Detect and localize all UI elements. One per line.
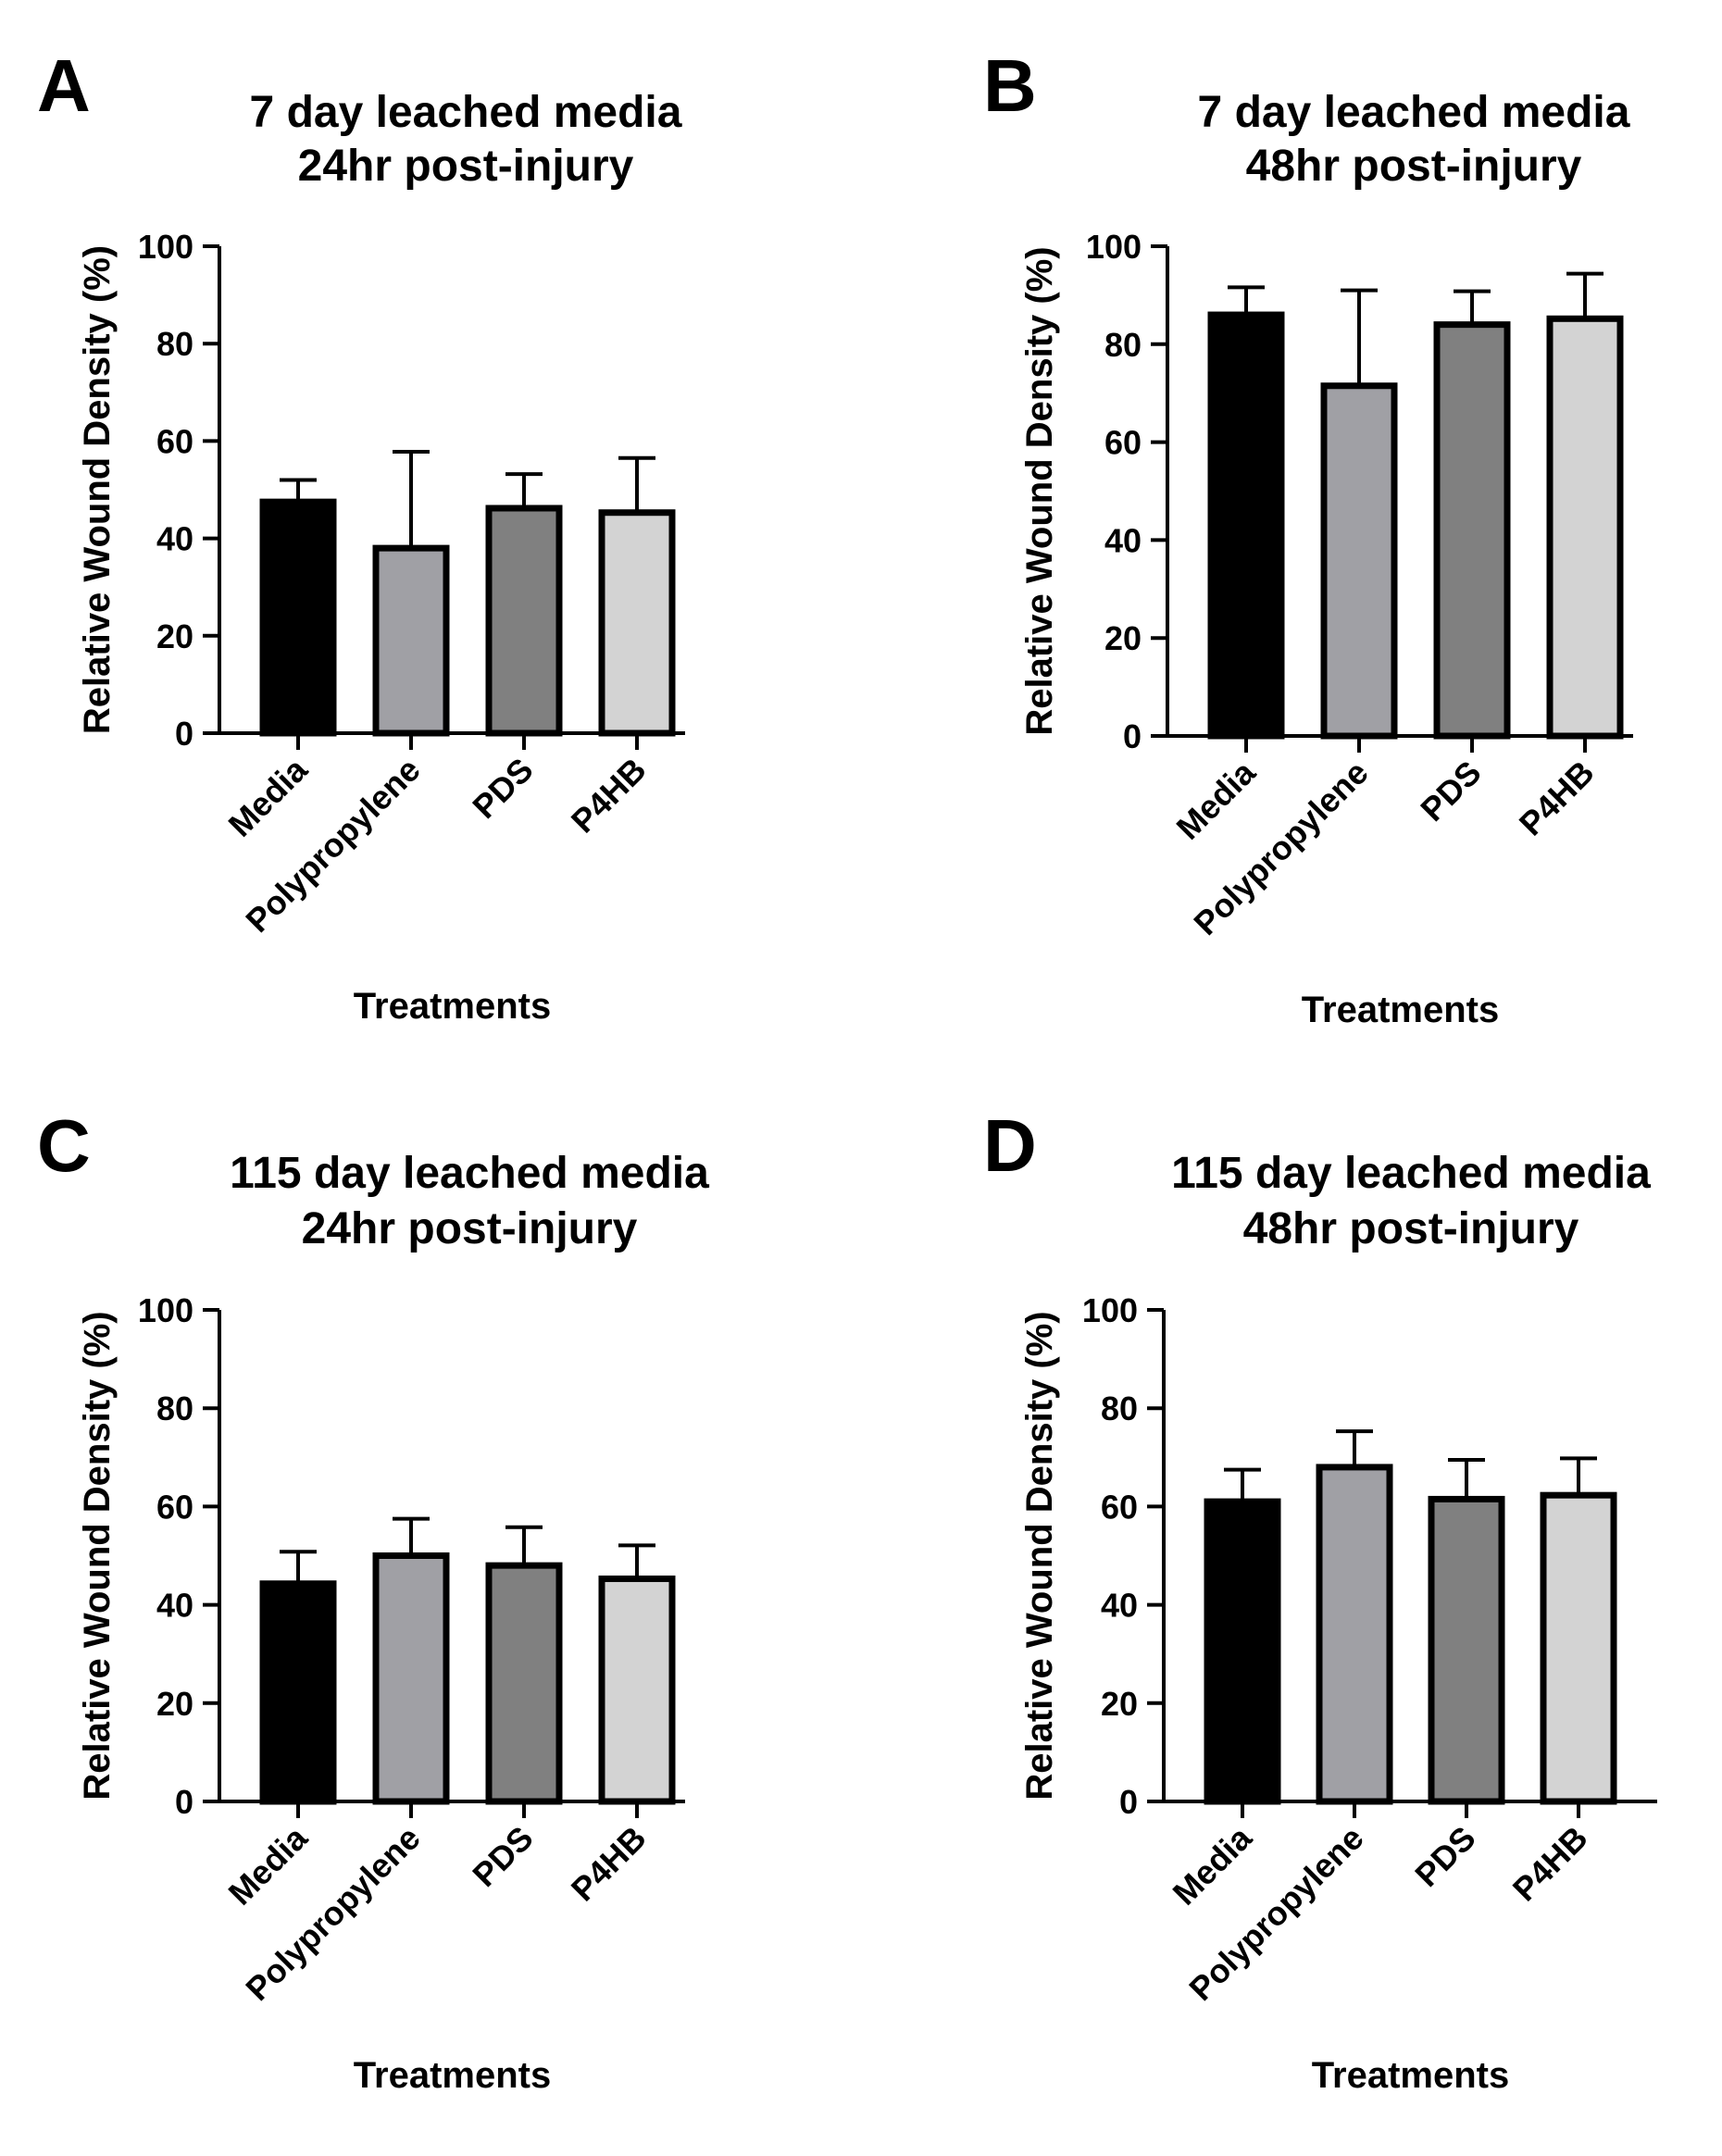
x-tick-label-media: Media [221, 750, 316, 844]
y-axis-label: Relative Wound Density (%) [77, 245, 118, 734]
bar-media [259, 1580, 337, 1805]
bar-polypropylene [1320, 382, 1398, 740]
bar-pds [485, 505, 563, 737]
y-tick-label: 0 [1123, 717, 1142, 755]
bar-p4hb [598, 509, 676, 737]
bar-p4hb [598, 1575, 676, 1805]
bar-media [1204, 1498, 1281, 1805]
y-axis-label: Relative Wound Density (%) [1019, 1311, 1060, 1800]
y-tick-label: 60 [156, 1488, 193, 1526]
y-tick-label: 20 [1101, 1685, 1138, 1723]
x-tick-label-pds: PDS [1413, 754, 1488, 829]
panel-letter: C [37, 1104, 91, 1187]
bar-polypropylene [1316, 1464, 1393, 1805]
panel-letter: D [983, 1104, 1037, 1187]
x-tick-label-pds: PDS [465, 751, 540, 826]
y-tick-label: 80 [1104, 326, 1142, 364]
x-tick-label-p4hb: P4HB [1505, 1819, 1595, 1909]
y-axis-label: Relative Wound Density (%) [1019, 246, 1060, 735]
x-axis-label: Treatments [354, 986, 551, 1027]
y-tick-label: 0 [1119, 1783, 1138, 1821]
x-tick-label-p4hb: P4HB [564, 751, 654, 841]
x-tick-label-media: Media [221, 1818, 316, 1913]
y-tick-label: 100 [138, 228, 193, 266]
y-tick-label: 100 [138, 1291, 193, 1329]
y-tick-label: 20 [1104, 619, 1142, 657]
x-tick-label-media: Media [1166, 1818, 1260, 1913]
chart-panel-d: D 115 day leached media 48hr post-injury 0 2… [983, 1104, 1657, 2096]
x-axis-label: Treatments [354, 2055, 551, 2096]
bar-pds [485, 1562, 563, 1805]
chart-title-line-1: 7 day leached media [1198, 88, 1630, 137]
bar-polypropylene [372, 544, 450, 737]
bar-media [259, 498, 337, 737]
x-axis-label: Treatments [1302, 990, 1499, 1030]
chart-title-line-2: 24hr post-injury [302, 1204, 638, 1253]
chart-panel-c: C 115 day leached media 24hr post-injury 0 2… [37, 1104, 709, 2096]
chart-title-line-2: 48hr post-injury [1243, 1204, 1579, 1253]
x-tick-label-p4hb: P4HB [564, 1819, 654, 1909]
y-tick-label: 20 [156, 617, 193, 655]
y-tick-label: 60 [156, 422, 193, 460]
bar-media [1207, 311, 1285, 740]
x-tick-label-media: Media [1169, 753, 1264, 847]
bar-p4hb [1540, 1491, 1617, 1805]
y-tick-label: 60 [1101, 1488, 1138, 1526]
y-tick-label: 80 [156, 1390, 193, 1427]
chart-title-line-1: 115 day leached media [230, 1149, 709, 1198]
y-tick-label: 80 [1101, 1390, 1138, 1427]
chart-title-line-2: 24hr post-injury [298, 142, 634, 191]
chart-panel-b: B 7 day leached media 48hr post-injury 0 20 4… [983, 44, 1633, 1030]
chart-title-line-1: 7 day leached media [250, 88, 682, 137]
bar-pds [1433, 321, 1511, 740]
y-tick-label: 40 [1104, 521, 1142, 559]
panel-letter: A [37, 44, 91, 127]
chart-title-line-2: 48hr post-injury [1246, 142, 1582, 191]
bar-p4hb [1546, 315, 1624, 740]
y-tick-label: 80 [156, 325, 193, 363]
y-tick-label: 40 [1101, 1587, 1138, 1625]
y-tick-label: 40 [156, 520, 193, 558]
x-axis-label: Treatments [1312, 2055, 1509, 2096]
y-tick-label: 100 [1086, 228, 1142, 266]
y-tick-label: 100 [1082, 1291, 1138, 1329]
y-tick-label: 20 [156, 1685, 193, 1723]
y-tick-label: 0 [175, 1783, 193, 1821]
bar-pds [1428, 1495, 1505, 1805]
x-tick-label-p4hb: P4HB [1512, 754, 1602, 843]
chart-title-line-1: 115 day leached media [1171, 1149, 1651, 1198]
x-tick-label-pds: PDS [1407, 1819, 1482, 1894]
chart-panel-a: A 7 day leached media 24hr post-injury 0 20 4… [37, 44, 685, 1027]
y-tick-label: 0 [175, 715, 193, 753]
panel-letter: B [983, 44, 1037, 127]
x-tick-label-pds: PDS [465, 1819, 540, 1894]
y-tick-label: 60 [1104, 424, 1142, 462]
y-axis-label: Relative Wound Density (%) [77, 1311, 118, 1800]
y-tick-label: 40 [156, 1587, 193, 1625]
bar-polypropylene [372, 1552, 450, 1805]
